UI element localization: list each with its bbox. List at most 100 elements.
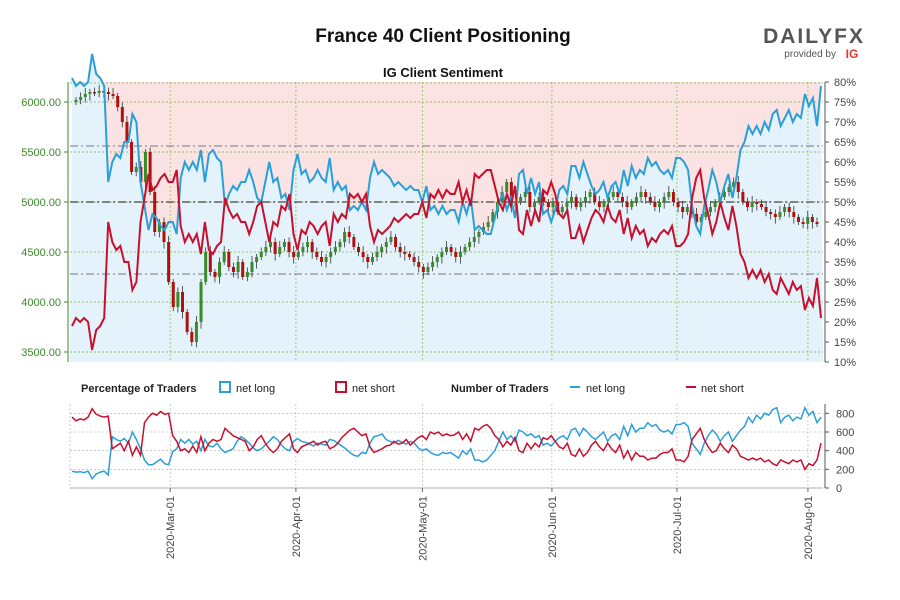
- date-tick-label: 2020-Aug-01: [803, 496, 815, 560]
- candle-body: [570, 197, 574, 202]
- candle-body: [292, 252, 296, 257]
- candle-body: [398, 247, 402, 252]
- traders-tick-label: 200: [836, 464, 854, 476]
- candle-body: [301, 247, 305, 252]
- candle-body: [750, 202, 754, 207]
- candle-body: [523, 192, 527, 197]
- candle-body: [472, 237, 476, 242]
- candle-body: [157, 222, 161, 232]
- candle-body: [259, 252, 263, 257]
- candle-body: [597, 202, 601, 207]
- legend-net-short-box-icon: [335, 381, 347, 393]
- price-tick-label: 5500.00: [21, 147, 61, 159]
- candle-body: [120, 107, 124, 122]
- brand-partner: IG: [846, 47, 859, 61]
- candle-body: [602, 202, 606, 207]
- legend-net-long-box-icon: [219, 381, 231, 393]
- traders-tick-label: 600: [836, 427, 854, 439]
- candle-body: [583, 197, 587, 202]
- candle-body: [801, 222, 805, 224]
- candle-body: [435, 257, 439, 262]
- candle-body: [125, 122, 129, 142]
- candle-body: [218, 262, 222, 277]
- candle-body: [357, 247, 361, 252]
- candle-body: [528, 192, 532, 207]
- candle-body: [463, 247, 467, 252]
- candle-body: [241, 262, 245, 277]
- candle-body: [324, 257, 328, 262]
- percentage-tick-label: 20%: [834, 317, 856, 329]
- candle-body: [519, 197, 523, 202]
- candle-body: [93, 92, 97, 94]
- reference-lines: [70, 145, 823, 275]
- candle-body: [333, 247, 337, 252]
- candle-body: [741, 192, 745, 202]
- percentage-tick-label: 65%: [834, 137, 856, 149]
- candle-body: [148, 152, 152, 192]
- candle-body: [167, 242, 171, 282]
- candle-body: [361, 252, 365, 257]
- price-candles: [74, 85, 819, 348]
- candle-body: [213, 272, 217, 277]
- candle-body: [88, 92, 92, 94]
- candle-body: [806, 217, 810, 224]
- candle-body: [579, 202, 583, 207]
- candle-body: [264, 247, 268, 252]
- legend-num-long-label: net long: [586, 383, 625, 395]
- candle-body: [542, 197, 546, 202]
- candle-body: [380, 247, 384, 252]
- price-tick-label: 4000.00: [21, 297, 61, 309]
- candle-body: [625, 202, 629, 207]
- candle-body: [134, 167, 138, 172]
- candle-body: [208, 252, 212, 272]
- candle-body: [491, 212, 495, 222]
- candle-body: [347, 232, 351, 237]
- candle-body: [440, 252, 444, 257]
- price-tick-label: 6000.00: [21, 97, 61, 109]
- candle-body: [630, 202, 634, 207]
- candle-body: [792, 212, 796, 217]
- percentage-tick-label: 30%: [834, 277, 856, 289]
- candle-body: [403, 252, 407, 254]
- candle-body: [412, 257, 416, 262]
- candle-body: [662, 197, 666, 202]
- legend-num-short-label: net short: [701, 383, 744, 395]
- candle-body: [616, 192, 620, 197]
- candle-body: [810, 217, 814, 222]
- net-short-traders-line: [71, 407, 822, 471]
- net-long-percentage-line: [71, 53, 822, 238]
- candle-body: [343, 232, 347, 242]
- candle-body: [759, 204, 763, 207]
- candle-body: [370, 257, 374, 262]
- candle-body: [74, 100, 78, 102]
- candle-body: [620, 197, 624, 202]
- traders-tick-label: 0: [836, 483, 842, 495]
- candle-body: [231, 267, 235, 272]
- candle-body: [352, 237, 356, 247]
- candle-body: [338, 242, 342, 247]
- candle-body: [199, 282, 203, 322]
- candle-body: [704, 212, 708, 217]
- candle-body: [477, 232, 481, 237]
- candle-body: [634, 197, 638, 202]
- candle-body: [162, 222, 166, 242]
- brand-subtitle: provided by: [784, 49, 836, 60]
- candle-body: [708, 207, 712, 212]
- candle-body: [282, 242, 286, 247]
- candle-body: [746, 202, 750, 207]
- chart-title: France 40 Client Positioning: [315, 26, 571, 47]
- candle-body: [685, 207, 689, 212]
- main-chart-title: IG Client Sentiment: [383, 65, 504, 80]
- dailyfx-logo: DAILYFX provided by IG: [763, 25, 864, 61]
- candle-body: [310, 242, 314, 252]
- candle-body: [695, 214, 699, 222]
- candle-body: [278, 247, 282, 254]
- ig-logo-icon: [842, 46, 864, 60]
- percentage-tick-label: 25%: [834, 297, 856, 309]
- candle-body: [644, 192, 648, 197]
- sentiment-lines: [71, 53, 822, 351]
- candle-body: [769, 212, 773, 214]
- percentage-tick-label: 70%: [834, 117, 856, 129]
- price-tick-label: 5000.00: [21, 197, 61, 209]
